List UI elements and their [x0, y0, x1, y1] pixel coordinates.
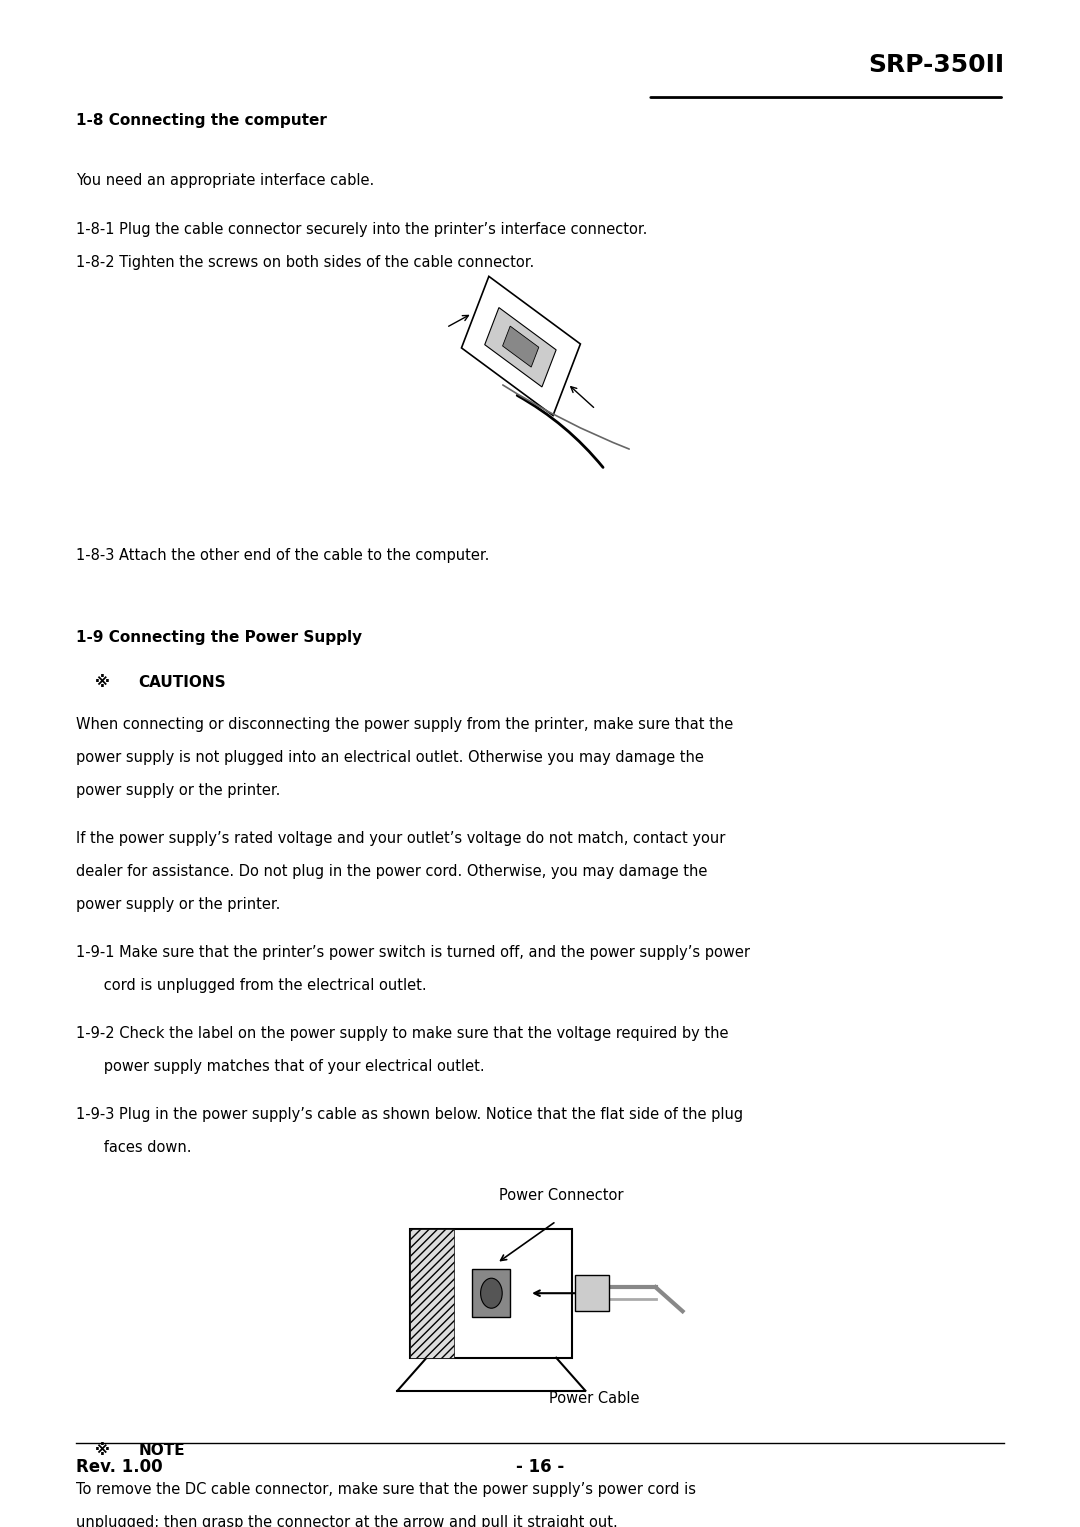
Text: CAUTIONS: CAUTIONS: [138, 675, 226, 690]
Text: power supply or the printer.: power supply or the printer.: [76, 898, 280, 912]
Circle shape: [481, 1278, 502, 1309]
Text: 1-9-2 Check the label on the power supply to make sure that the voltage required: 1-9-2 Check the label on the power suppl…: [76, 1026, 728, 1041]
Text: - 16 -: - 16 -: [516, 1458, 564, 1477]
Text: cord is unplugged from the electrical outlet.: cord is unplugged from the electrical ou…: [76, 979, 427, 993]
Text: When connecting or disconnecting the power supply from the printer, make sure th: When connecting or disconnecting the pow…: [76, 718, 733, 731]
Text: Power Cable: Power Cable: [549, 1391, 639, 1406]
Text: 1-9-3 Plug in the power supply’s cable as shown below. Notice that the flat side: 1-9-3 Plug in the power supply’s cable a…: [76, 1107, 743, 1122]
Polygon shape: [485, 307, 556, 386]
Text: 1-8-2 Tighten the screws on both sides of the cable connector.: 1-8-2 Tighten the screws on both sides o…: [76, 255, 534, 270]
Text: ※: ※: [95, 675, 110, 690]
Text: power supply or the printer.: power supply or the printer.: [76, 783, 280, 799]
Bar: [410, 1229, 454, 1358]
Text: If the power supply’s rated voltage and your outlet’s voltage do not match, cont: If the power supply’s rated voltage and …: [76, 831, 725, 846]
Text: unplugged; then grasp the connector at the arrow and pull it straight out.: unplugged; then grasp the connector at t…: [76, 1515, 618, 1527]
Text: 1-9 Connecting the Power Supply: 1-9 Connecting the Power Supply: [76, 631, 362, 644]
Text: SRP-350II: SRP-350II: [868, 52, 1004, 76]
Text: dealer for assistance. Do not plug in the power cord. Otherwise, you may damage : dealer for assistance. Do not plug in th…: [76, 864, 707, 880]
Bar: [410, 1229, 572, 1358]
Text: NOTE: NOTE: [138, 1443, 185, 1458]
Text: Rev. 1.00: Rev. 1.00: [76, 1458, 162, 1477]
Text: power supply matches that of your electrical outlet.: power supply matches that of your electr…: [76, 1060, 484, 1073]
Polygon shape: [461, 276, 580, 415]
Text: 1-9-1 Make sure that the printer’s power switch is turned off, and the power sup: 1-9-1 Make sure that the printer’s power…: [76, 945, 750, 960]
Polygon shape: [502, 327, 539, 366]
Text: faces down.: faces down.: [76, 1141, 191, 1156]
Text: power supply is not plugged into an electrical outlet. Otherwise you may damage : power supply is not plugged into an elec…: [76, 750, 703, 765]
Text: 1-8-3 Attach the other end of the cable to the computer.: 1-8-3 Attach the other end of the cable …: [76, 548, 489, 562]
Text: 1-8-1 Plug the cable connector securely into the printer’s interface connector.: 1-8-1 Plug the cable connector securely …: [76, 221, 647, 237]
Text: To remove the DC cable connector, make sure that the power supply’s power cord i: To remove the DC cable connector, make s…: [76, 1483, 696, 1498]
Text: ※: ※: [95, 1443, 110, 1458]
Polygon shape: [575, 1275, 609, 1312]
Text: 1-8 Connecting the computer: 1-8 Connecting the computer: [76, 113, 326, 128]
Text: You need an appropriate interface cable.: You need an appropriate interface cable.: [76, 173, 374, 188]
Bar: [472, 1269, 510, 1318]
Text: Power Connector: Power Connector: [499, 1188, 624, 1203]
